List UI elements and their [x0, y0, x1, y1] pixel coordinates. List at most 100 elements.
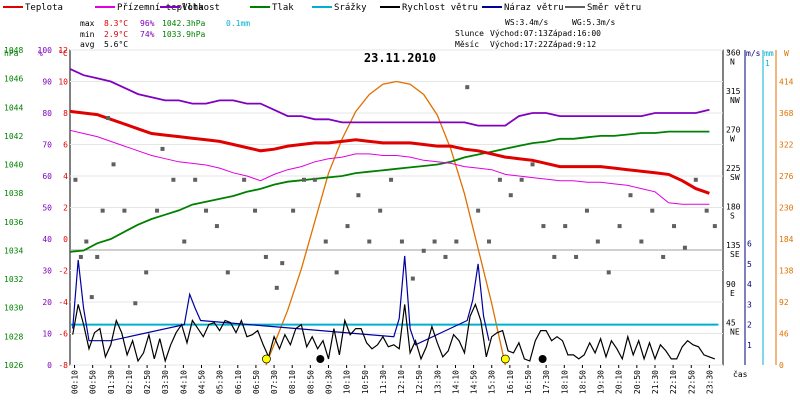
- point-wind-direction: [617, 224, 622, 229]
- tick-label-c: 0: [63, 235, 68, 244]
- moon-label: Měsíc: [455, 40, 479, 49]
- legend-label-pressure: Tlak: [272, 3, 294, 13]
- unit-dir: °: [726, 49, 731, 58]
- legend-label-humidity: Vlhkost: [182, 3, 220, 13]
- unit-pct: %: [38, 49, 43, 58]
- point-wind-direction: [606, 270, 611, 275]
- tick-label-dir-deg: 360: [726, 48, 741, 57]
- tick-label-dir-deg: 225: [726, 164, 741, 173]
- point-wind-direction: [100, 208, 105, 213]
- tick-label-mm: 1: [765, 59, 770, 68]
- tick-label-hpa: 1038: [4, 189, 23, 198]
- point-wind-direction: [312, 177, 317, 182]
- point-wind-direction: [225, 270, 230, 275]
- x-tick-label: 22:10: [669, 370, 678, 394]
- point-wind-direction: [263, 254, 268, 259]
- x-tick-label: 08:10: [288, 370, 297, 394]
- x-tick-label: 16:50: [524, 370, 533, 394]
- point-wind-direction: [552, 254, 557, 259]
- tick-label-pct: 100: [38, 46, 53, 55]
- tick-label-pct: 50: [42, 204, 52, 213]
- tick-label-dir-name: SW: [730, 173, 740, 182]
- point-wind-direction: [95, 254, 100, 259]
- point-wind-direction: [443, 254, 448, 259]
- stats-max-press: 1042.3hPa: [162, 19, 206, 28]
- x-tick-label: 10:50: [361, 370, 370, 394]
- point-wind-direction: [133, 301, 138, 306]
- sun-marker: [262, 354, 271, 364]
- tick-label-dir-deg: 270: [726, 125, 741, 134]
- point-wind-direction: [712, 224, 717, 229]
- tick-label-dir-name: NW: [730, 96, 740, 105]
- series: [69, 68, 719, 366]
- point-wind-direction: [541, 224, 546, 229]
- tick-label-wm2: 368: [779, 109, 794, 118]
- x-tick-label: 13:30: [433, 370, 442, 394]
- point-wind-direction: [356, 193, 361, 198]
- x-tick-label: 23:30: [705, 370, 714, 394]
- tick-label-hpa: 1030: [4, 304, 23, 313]
- stats-min-label: min: [80, 30, 95, 39]
- stats-min-press: 1033.9hPa: [162, 30, 206, 39]
- point-wind-direction: [693, 177, 698, 182]
- series-pressure: [69, 130, 710, 253]
- point-wind-direction: [454, 239, 459, 244]
- sun-rise: Východ:07:13: [490, 29, 548, 38]
- x-tick-label: 07:30: [270, 370, 279, 394]
- point-wind-direction: [301, 177, 306, 182]
- point-wind-direction: [650, 208, 655, 213]
- x-tick-label: 06:50: [252, 370, 261, 394]
- stats-avg-label: avg: [80, 40, 95, 49]
- info-block: WS:3.4m/s WG:5.3m/s Slunce Východ:07:13 …: [455, 18, 616, 49]
- moon-set: Západ:9:12: [548, 40, 596, 49]
- tick-label-dir-deg: 90: [726, 280, 736, 289]
- tick-label-wm2: 414: [779, 78, 794, 87]
- tick-label-ms: 4: [747, 280, 752, 289]
- point-wind-direction: [574, 254, 579, 259]
- moon-marker: [316, 355, 325, 363]
- point-wind-direction: [508, 193, 513, 198]
- tick-label-ms: 1: [747, 341, 752, 350]
- point-wind-direction: [171, 177, 176, 182]
- point-wind-direction: [487, 239, 492, 244]
- x-tick-label: 06:10: [234, 370, 243, 394]
- sun-marker: [500, 354, 510, 364]
- x-tick-label: 19:30: [597, 370, 606, 394]
- x-tick-label: 04:10: [179, 370, 188, 394]
- tick-label-wm2: 138: [779, 267, 794, 276]
- point-wind-direction: [563, 224, 568, 229]
- tick-label-c: 4: [63, 172, 68, 181]
- series-wind-gust: [72, 255, 490, 346]
- tick-label-wm2: 276: [779, 172, 794, 181]
- unit-time: čas: [733, 369, 748, 379]
- stats-max-hum: 96%: [140, 19, 155, 28]
- tick-label-wm2: 322: [779, 141, 794, 150]
- point-wind-direction: [639, 239, 644, 244]
- point-wind-direction: [122, 208, 127, 213]
- series-ground-temp: [69, 129, 710, 205]
- point-wind-direction: [399, 239, 404, 244]
- x-tick-label: 20:50: [633, 370, 642, 394]
- sun-set: Západ:16:00: [548, 29, 601, 38]
- tick-label-c: -4: [58, 298, 68, 307]
- tick-label-hpa: 1034: [4, 246, 23, 255]
- x-tick-label: 17:30: [542, 370, 551, 394]
- point-wind-direction: [78, 254, 83, 259]
- stats-min-hum: 74%: [140, 30, 155, 39]
- x-tick-label: 14:50: [470, 370, 479, 394]
- x-tick-label: 02:10: [125, 370, 134, 394]
- tick-label-wm2: 92: [779, 298, 789, 307]
- tick-label-c: -8: [58, 361, 68, 370]
- point-wind-direction: [378, 208, 383, 213]
- tick-label-ms: 5: [747, 260, 752, 269]
- x-tick-label: 18:10: [560, 370, 569, 394]
- tick-label-pct: 10: [42, 330, 52, 339]
- x-tick-label: 05:30: [216, 370, 225, 394]
- point-wind-direction: [144, 270, 149, 275]
- x-tick-label: 09:30: [324, 370, 333, 394]
- series-solar: [265, 80, 506, 366]
- tick-label-dir-name: SE: [730, 250, 740, 259]
- x-tick-label: 04:50: [198, 370, 207, 394]
- unit-ms: m/s: [746, 49, 761, 58]
- point-wind-direction: [704, 208, 709, 213]
